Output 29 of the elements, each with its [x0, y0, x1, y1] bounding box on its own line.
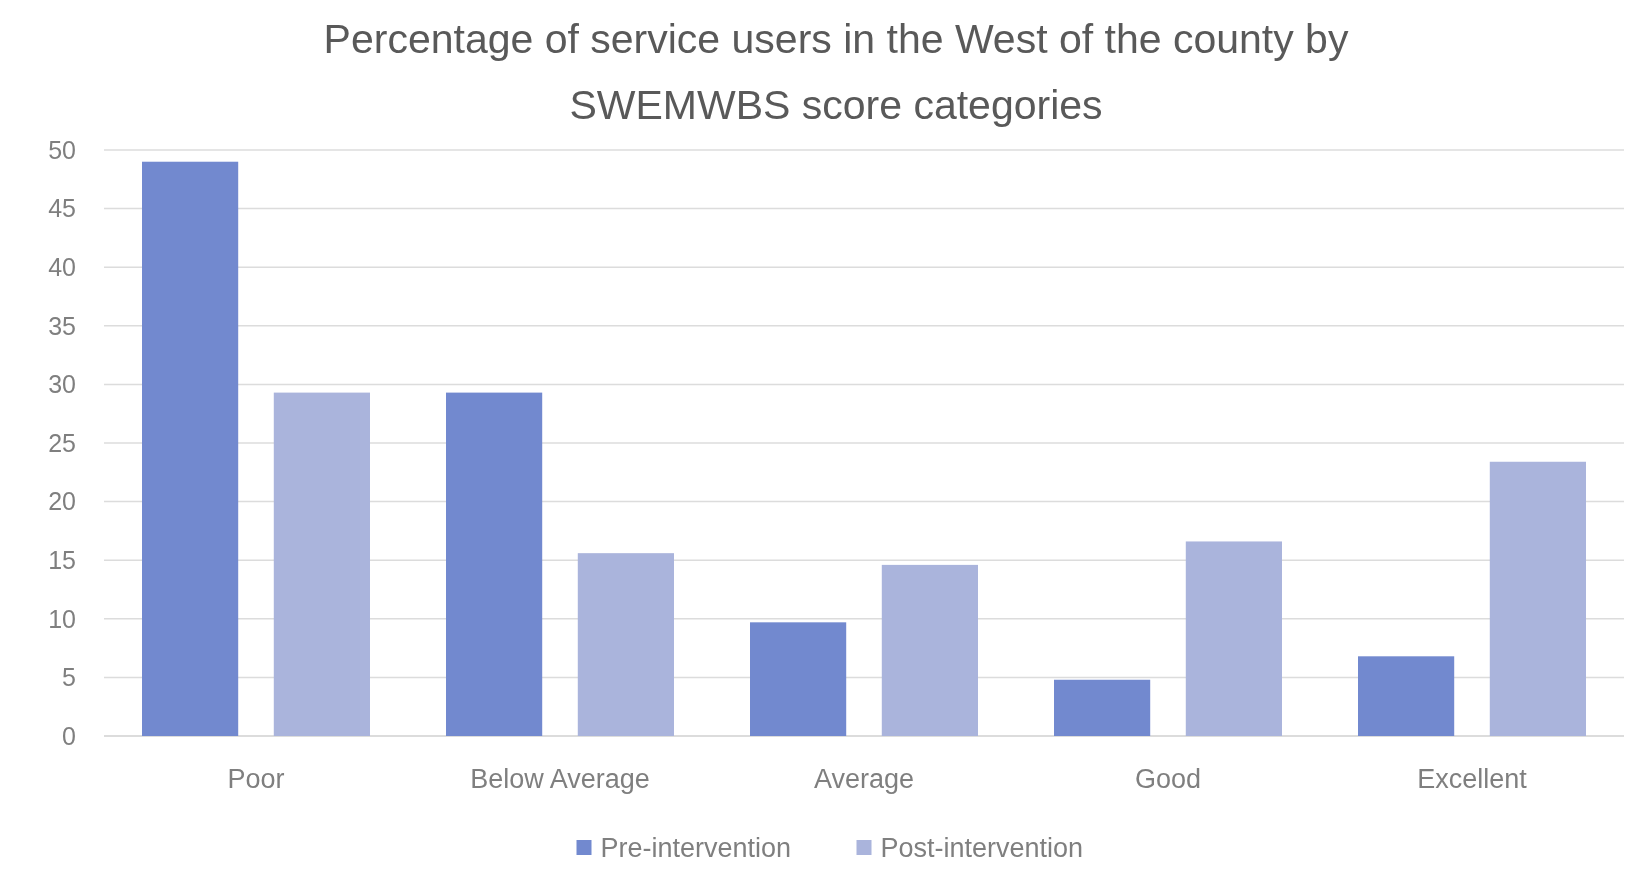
x-tick-label: Average	[813, 764, 915, 794]
bar	[750, 622, 847, 736]
y-tick-label: 45	[48, 194, 76, 223]
legend-label: Pre-intervention	[600, 833, 792, 864]
x-tick-label: Below Average	[470, 764, 650, 794]
bar	[1054, 679, 1151, 736]
bar	[881, 564, 978, 736]
legend-label: Post-intervention	[880, 833, 1084, 864]
y-tick-label: 35	[48, 311, 76, 340]
bar	[446, 392, 543, 736]
bar	[1185, 541, 1282, 736]
x-tick-label: Excellent	[1417, 764, 1528, 794]
y-tick-label: 50	[48, 135, 76, 164]
bar	[577, 553, 674, 736]
y-tick-label: 15	[48, 545, 76, 574]
bar	[142, 161, 239, 736]
y-tick-label: 0	[62, 721, 76, 750]
bar	[1358, 656, 1455, 736]
bar	[1489, 461, 1586, 736]
y-tick-label: 10	[48, 604, 76, 633]
bar	[273, 392, 370, 736]
y-tick-label: 30	[48, 370, 76, 399]
y-tick-label: 5	[62, 663, 76, 692]
y-tick-label: 25	[48, 428, 76, 457]
x-tick-label: Good	[1134, 764, 1202, 794]
x-tick-label: Poor	[227, 764, 285, 794]
y-tick-label: 40	[48, 252, 76, 281]
chart-title: Percentage of service users in the West of the county by SWEMWBS score categories	[323, 16, 1349, 128]
y-tick-label: 20	[48, 487, 76, 516]
